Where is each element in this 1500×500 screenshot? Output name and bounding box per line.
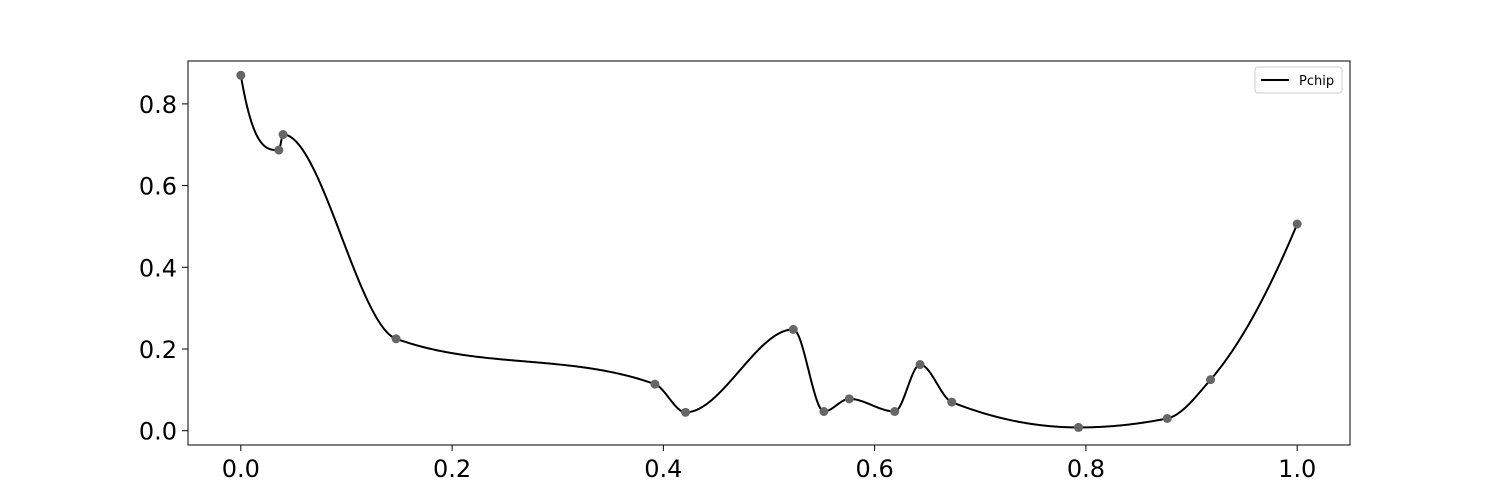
data-point (1074, 422, 1084, 432)
data-point (915, 360, 925, 370)
data-point (947, 397, 957, 407)
y-tick-label: 0.0 (139, 418, 177, 446)
x-tick-label: 1.0 (1278, 455, 1316, 483)
legend-box (1254, 66, 1343, 94)
y-tick-label: 0.4 (139, 254, 177, 282)
data-point (236, 70, 246, 80)
series-line-pchip (239, 75, 1299, 429)
data-point (1162, 413, 1172, 423)
x-tick-label: 0.6 (856, 455, 894, 483)
data-point (391, 334, 401, 344)
legend: Pchip (1254, 66, 1343, 94)
data-point (819, 407, 829, 417)
y-tick-label: 0.2 (139, 336, 177, 364)
data-point (788, 324, 798, 334)
x-axis: 0.0 0.2 0.4 0.6 0.8 1.0 (222, 445, 1316, 483)
data-point (890, 407, 900, 417)
data-point (274, 145, 284, 155)
x-tick-label: 0.2 (433, 455, 471, 483)
data-point (844, 394, 854, 404)
y-axis: 0.0 0.2 0.4 0.6 0.8 (139, 91, 188, 446)
data-point (278, 130, 288, 140)
plot-area (236, 70, 1302, 432)
data-point (681, 407, 691, 417)
y-tick-label: 0.8 (139, 91, 177, 119)
x-tick-label: 0.8 (1067, 455, 1105, 483)
y-tick-label: 0.6 (139, 173, 177, 201)
x-tick-label: 0.0 (222, 455, 260, 483)
legend-label: Pchip (1299, 74, 1334, 89)
data-point (650, 379, 660, 389)
x-tick-label: 0.4 (644, 455, 682, 483)
data-point (1206, 375, 1216, 385)
axes-frame (187, 60, 1351, 446)
data-point (1292, 219, 1302, 229)
